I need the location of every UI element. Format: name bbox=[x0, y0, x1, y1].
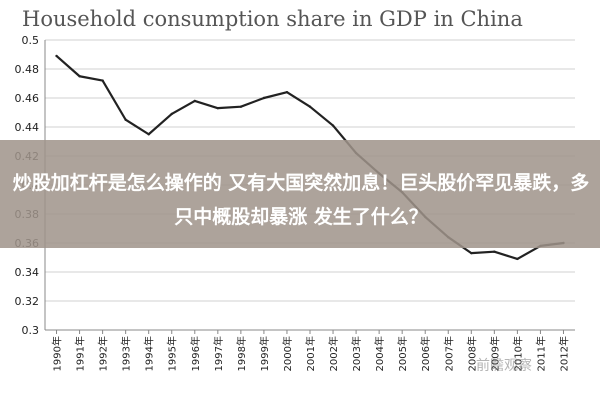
data-point bbox=[78, 75, 81, 78]
data-point bbox=[331, 124, 335, 127]
y-tick-label: 0.5 bbox=[22, 34, 40, 47]
x-tick-label: 2005年 bbox=[396, 336, 409, 371]
data-point bbox=[470, 251, 473, 255]
x-tick-label: 2000年 bbox=[281, 336, 294, 371]
data-point bbox=[193, 99, 196, 103]
x-tick-label: 2003年 bbox=[350, 336, 363, 371]
x-tick-labels: 1990年 1991年 1992年 1993年 1994年 1995年 1996年 1997年… bbox=[51, 336, 571, 371]
x-tick-label: 1998年 bbox=[235, 336, 248, 371]
x-tick-label: 1996年 bbox=[189, 336, 202, 371]
x-tick-label: 1999年 bbox=[258, 336, 271, 371]
headline-overlay-text[interactable]: 炒股加杠杆是怎么操作的 又有大国突然加息！巨头股价罕见暴跌，多只中概股却暴涨 发… bbox=[12, 172, 590, 228]
data-point bbox=[55, 54, 58, 58]
data-point bbox=[308, 105, 312, 108]
x-tick-label: 1992年 bbox=[97, 336, 110, 371]
y-tick-label: 0.34 bbox=[15, 266, 40, 279]
x-tick-label: 2011年 bbox=[534, 336, 547, 371]
y-tick-label: 0.44 bbox=[15, 121, 40, 134]
chart-title: Household consumption share in GDP in Ch… bbox=[22, 7, 523, 31]
x-tick-label: 1994年 bbox=[143, 336, 156, 371]
x-tick-label: 1993年 bbox=[120, 336, 133, 371]
data-point bbox=[170, 112, 173, 116]
y-tick-label: 0.32 bbox=[15, 295, 40, 308]
x-tick-label: 2009年 bbox=[488, 336, 501, 371]
x-tick-label: 2012年 bbox=[557, 336, 570, 371]
data-point bbox=[216, 106, 220, 110]
x-tick-label: 1991年 bbox=[74, 336, 87, 371]
headline-overlay-band bbox=[0, 140, 600, 248]
x-tick-label: 2001年 bbox=[304, 336, 317, 371]
grid-lines bbox=[45, 39, 575, 331]
x-tick-label: 2006年 bbox=[419, 336, 432, 371]
data-point bbox=[239, 105, 243, 108]
data-point bbox=[101, 79, 104, 82]
x-tick-label: 2010年 bbox=[511, 336, 524, 371]
x-tick-label: 2008年 bbox=[465, 336, 478, 371]
y-tick-label: 0.3 bbox=[22, 324, 40, 337]
data-point bbox=[493, 250, 496, 253]
data-point bbox=[124, 118, 127, 121]
watermark-text: 前瞻观察 bbox=[476, 358, 532, 374]
x-tick-label: 1990年 bbox=[51, 336, 64, 371]
data-point bbox=[285, 91, 289, 94]
data-point bbox=[147, 133, 150, 136]
data-point bbox=[262, 96, 266, 100]
y-tick-label: 0.46 bbox=[15, 92, 40, 105]
data-point bbox=[516, 257, 519, 261]
x-tick-label: 1995年 bbox=[166, 336, 179, 371]
x-tick-label: 2002年 bbox=[327, 336, 340, 371]
y-tick-label: 0.48 bbox=[15, 63, 40, 76]
x-tick-label: 1997年 bbox=[212, 336, 225, 371]
x-tick-label: 2004年 bbox=[373, 336, 386, 371]
x-tick-label: 2007年 bbox=[442, 336, 455, 371]
